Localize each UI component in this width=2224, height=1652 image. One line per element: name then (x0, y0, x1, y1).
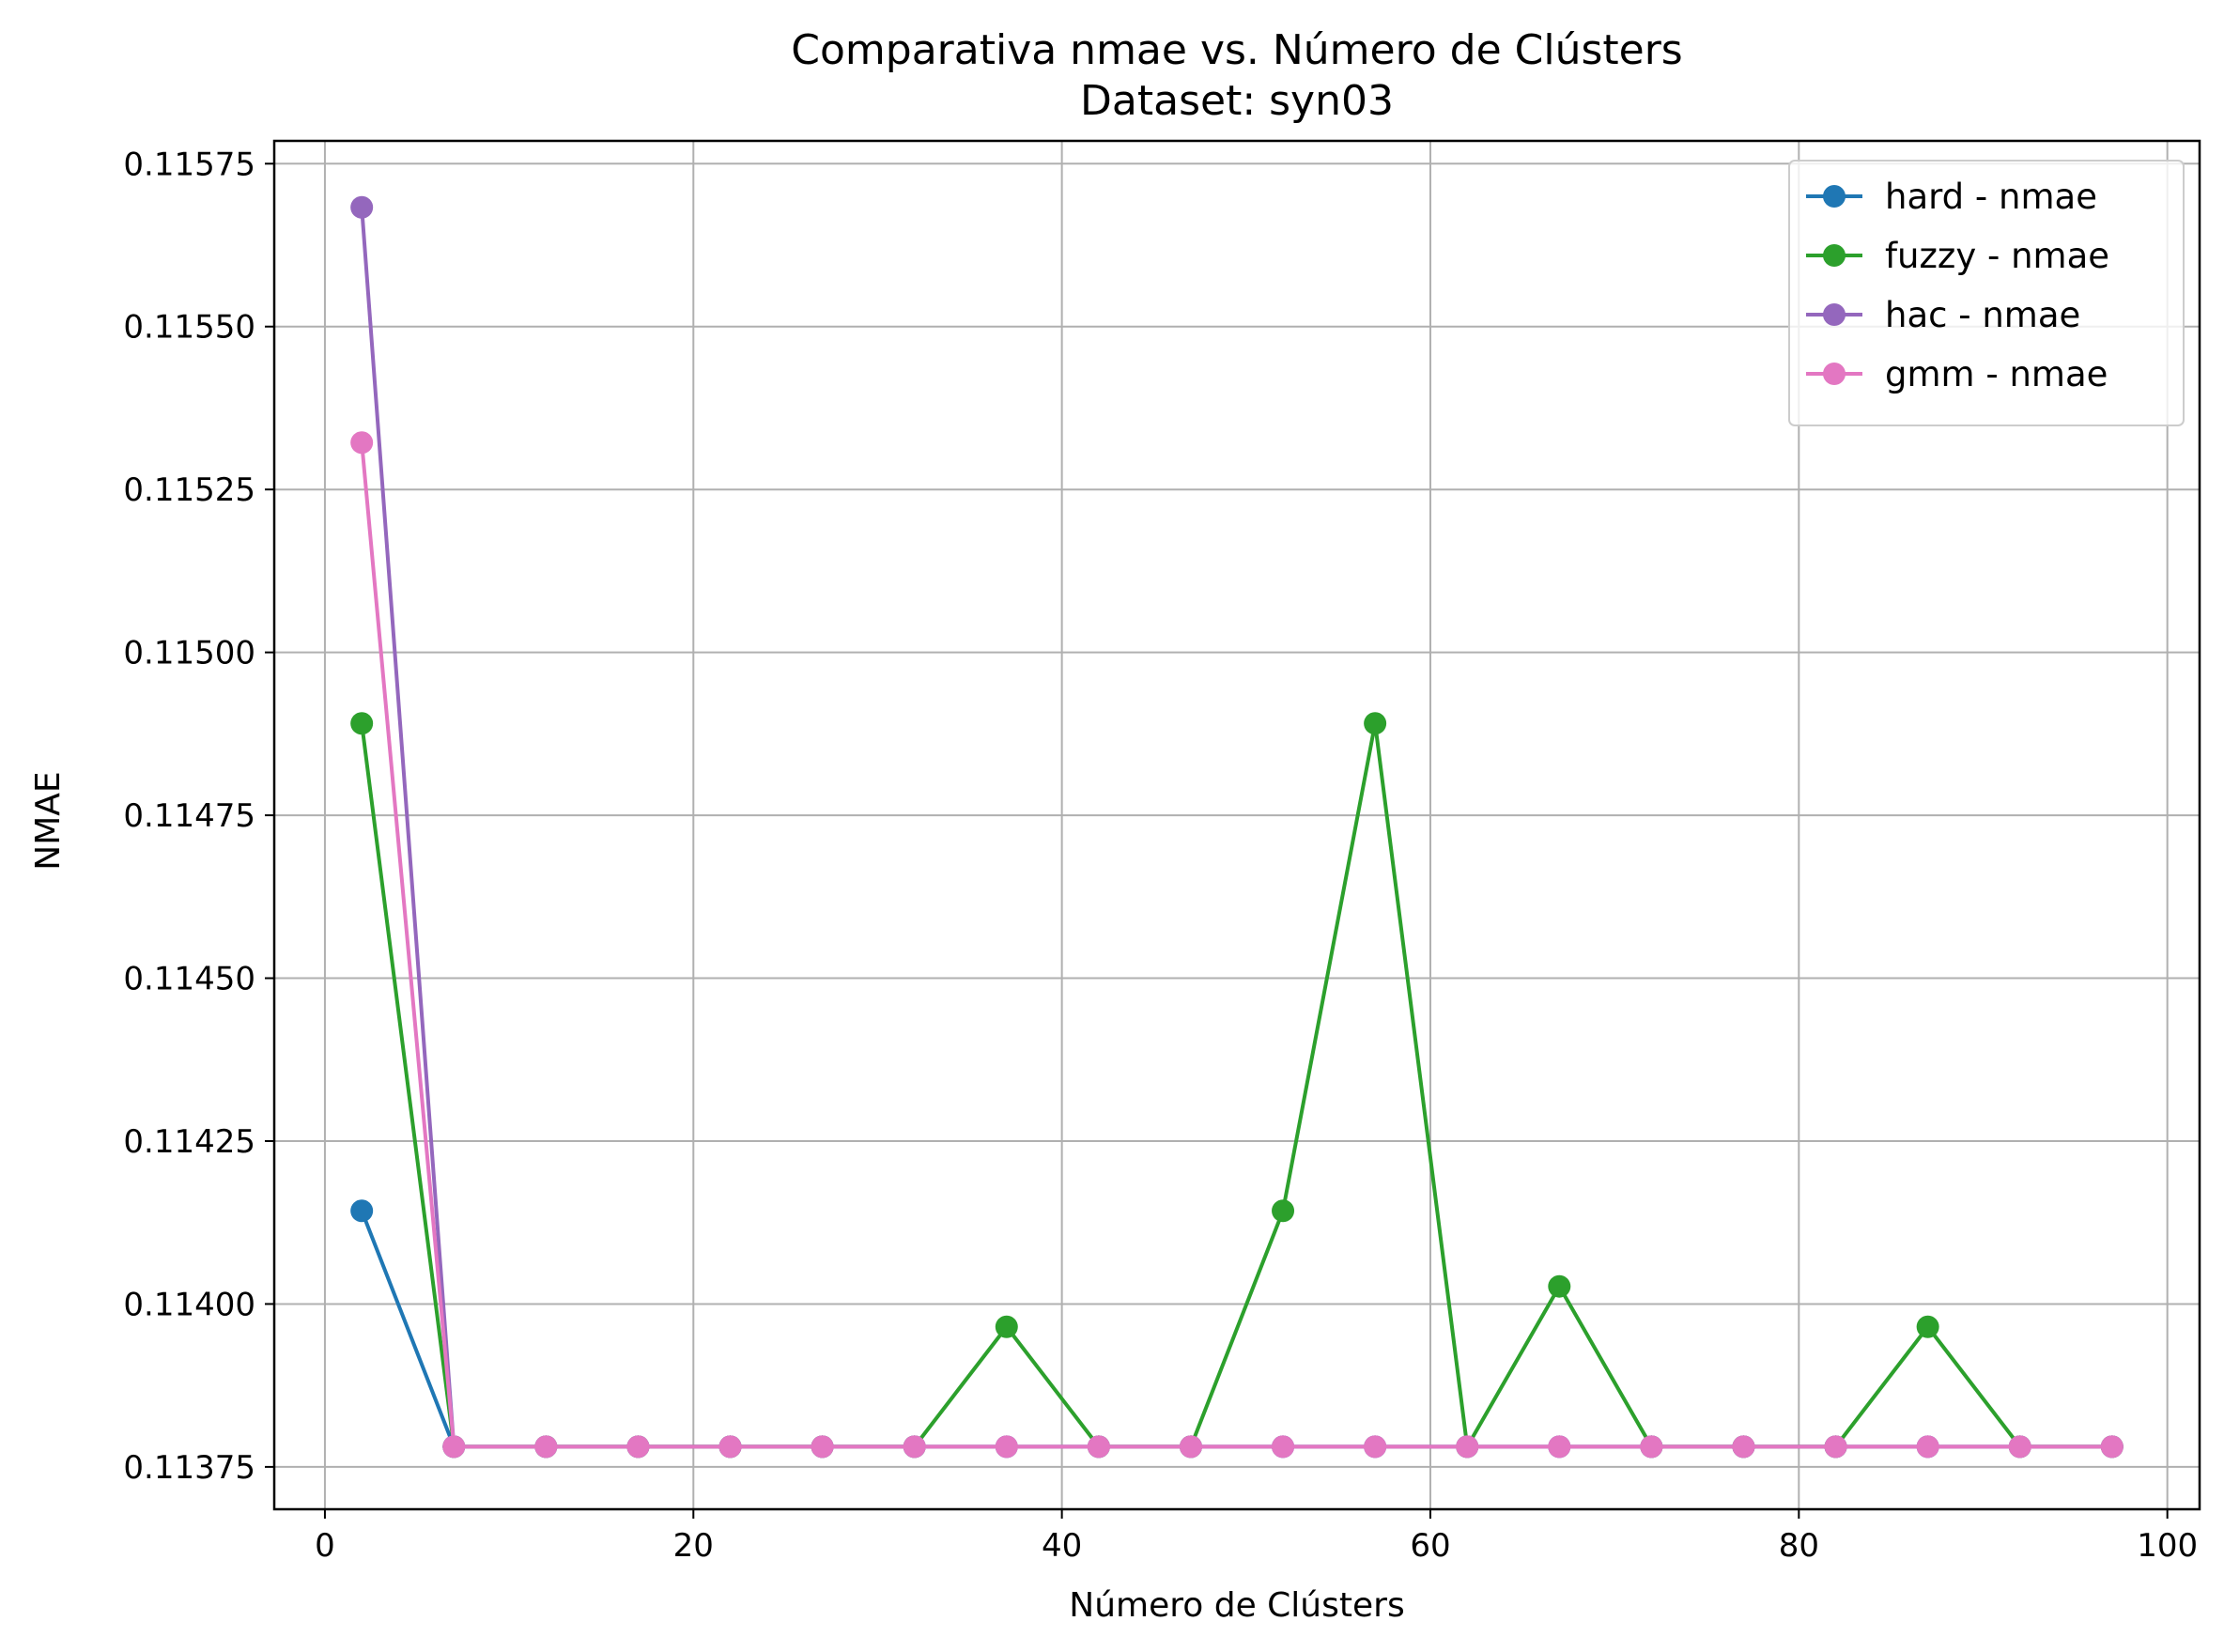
legend-label: hac - nmae (1885, 295, 2080, 335)
x-tick-label: 0 (315, 1527, 335, 1565)
x-tick-label: 100 (2137, 1527, 2198, 1565)
chart-title: Comparativa nmae vs. Número de Clústers (791, 26, 1682, 74)
x-tick-label: 40 (1042, 1527, 1082, 1565)
data-point-gmm (1548, 1435, 1571, 1459)
legend-marker (1823, 363, 1846, 385)
legend-item-hard: hard - nmae (1806, 177, 2097, 217)
data-point-fuzzy (1364, 712, 1387, 735)
chart-subtitle: Dataset: syn03 (1080, 77, 1394, 125)
data-point-gmm (1364, 1435, 1387, 1459)
legend-marker (1823, 244, 1846, 267)
legend-label: hard - nmae (1885, 177, 2097, 217)
data-point-gmm (1732, 1435, 1755, 1459)
data-point-fuzzy (995, 1315, 1018, 1338)
x-tick-label: 20 (673, 1527, 714, 1565)
data-point-gmm (718, 1435, 742, 1459)
data-point-fuzzy (1548, 1274, 1571, 1298)
legend: hard - nmae fuzzy - nmae hac - nmae gmm - n… (1788, 160, 2185, 426)
y-tick-label: 0.11575 (123, 146, 255, 183)
data-point-fuzzy (1916, 1315, 1939, 1338)
y-tick-label: 0.11500 (123, 635, 255, 672)
data-point-gmm (2008, 1435, 2031, 1459)
y-tick-label: 0.11400 (123, 1286, 255, 1323)
data-point-gmm (1916, 1435, 1939, 1459)
plot-frame (272, 139, 2201, 1511)
data-point-gmm (534, 1435, 558, 1459)
legend-label: fuzzy - nmae (1885, 236, 2109, 276)
data-point-gmm (1087, 1435, 1110, 1459)
data-point-gmm (995, 1435, 1018, 1459)
data-point-gmm (1179, 1435, 1202, 1459)
data-point-gmm (1456, 1435, 1479, 1459)
y-tick-label: 0.11425 (123, 1123, 255, 1161)
x-axis-label: Número de Clústers (1069, 1586, 1404, 1625)
legend-item-fuzzy: fuzzy - nmae (1806, 236, 2109, 276)
y-axis-label: NMAE (29, 771, 68, 870)
y-tick-label: 0.11525 (123, 471, 255, 509)
data-point-hac (350, 195, 374, 219)
y-tick-label: 0.11450 (123, 961, 255, 998)
data-point-gmm (1272, 1435, 1295, 1459)
data-point-gmm (626, 1435, 650, 1459)
legend-box (1788, 160, 2185, 426)
data-point-gmm (811, 1435, 834, 1459)
x-tick-label: 80 (1779, 1527, 1819, 1565)
data-point-fuzzy (350, 712, 374, 735)
legend-item-hac: hac - nmae (1806, 295, 2080, 335)
data-point-gmm (442, 1435, 466, 1459)
x-tick-label: 60 (1410, 1527, 1450, 1565)
series-layer (350, 195, 2124, 1459)
data-point-gmm (1824, 1435, 1847, 1459)
grid (274, 141, 2200, 1509)
series-line-gmm (360, 442, 2112, 1449)
axes: 0 20 40 60 80 100 0.11375 0.11400 0.11425 0.11450… (123, 146, 2198, 1565)
legend-item-gmm: gmm - nmae (1806, 354, 2108, 394)
legend-marker (1823, 303, 1846, 326)
data-point-gmm (903, 1435, 926, 1459)
y-tick-label: 0.11550 (123, 309, 255, 347)
y-tick-label: 0.11475 (123, 797, 255, 835)
data-point-hard (350, 1199, 374, 1223)
data-point-gmm (1640, 1435, 1663, 1459)
legend-marker (1823, 185, 1846, 208)
data-point-fuzzy (1272, 1199, 1295, 1223)
data-point-gmm (350, 431, 374, 455)
data-point-gmm (2100, 1435, 2124, 1459)
y-tick-label: 0.11375 (123, 1449, 255, 1487)
series-gmm (350, 431, 2124, 1459)
legend-label: gmm - nmae (1885, 354, 2108, 394)
